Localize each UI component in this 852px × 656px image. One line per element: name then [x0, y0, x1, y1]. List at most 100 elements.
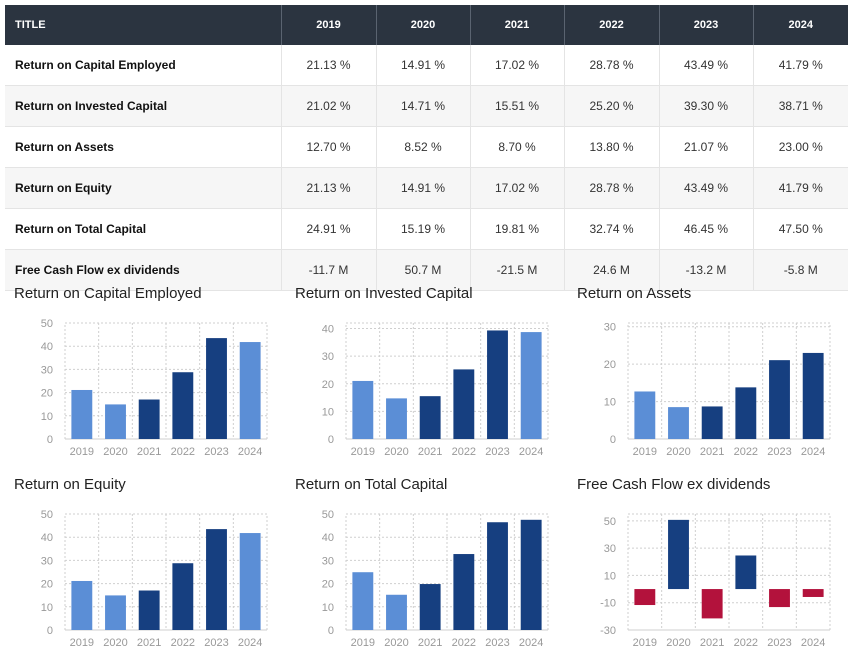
x-tick-label: 2022 — [734, 637, 758, 649]
y-tick-label: 30 — [41, 364, 53, 376]
table-cell: -5.8 M — [753, 249, 848, 291]
x-tick-label: 2021 — [418, 637, 442, 649]
chart-title: Return on Invested Capital — [295, 285, 473, 302]
chart-plot: 0 10 20 30 40 50 2019 2020 2021 2022 2023 2024 — [41, 509, 268, 649]
x-tick-label: 2023 — [767, 637, 791, 649]
table-cell: 38.71 % — [753, 85, 848, 127]
chart-title: Return on Equity — [14, 476, 126, 493]
column-header: 2022 — [564, 5, 660, 45]
table-cell: 12.70 % — [281, 126, 377, 168]
table-cell: -13.2 M — [659, 249, 754, 291]
column-header: 2019 — [281, 5, 377, 45]
x-tick-label: 2019 — [633, 446, 657, 458]
column-header: 2020 — [376, 5, 471, 45]
row-label: Return on Assets — [5, 126, 282, 168]
y-tick-label: 40 — [41, 341, 53, 353]
y-tick-label: 40 — [322, 324, 334, 336]
bar — [453, 554, 475, 630]
bar — [735, 387, 757, 439]
x-tick-label: 2022 — [171, 637, 195, 649]
table-cell: 17.02 % — [470, 45, 565, 86]
table-cell: 46.45 % — [659, 208, 754, 250]
y-tick-label: 30 — [41, 555, 53, 567]
bar — [634, 589, 656, 606]
column-header: 2023 — [659, 5, 754, 45]
chart-plot: -30 -10 10 30 50 2019 2020 2021 2022 2023 2024 — [600, 513, 831, 649]
row-label: Free Cash Flow ex dividends — [5, 249, 282, 291]
table-cell: -21.5 M — [470, 249, 565, 291]
row-label: Return on Equity — [5, 167, 282, 209]
bar — [71, 389, 93, 439]
table-cell: 25.20 % — [564, 85, 660, 127]
x-tick-label: 2022 — [452, 637, 476, 649]
x-tick-label: 2024 — [801, 446, 825, 458]
y-tick-label: 30 — [604, 543, 616, 555]
bar — [802, 352, 824, 439]
table-cell: 8.52 % — [376, 126, 471, 168]
bar — [206, 338, 227, 439]
bar — [138, 590, 160, 630]
y-tick-label: 50 — [604, 516, 616, 528]
x-tick-label: 2020 — [384, 637, 408, 649]
y-tick-label: 30 — [322, 555, 334, 567]
table-cell: 19.81 % — [470, 208, 565, 250]
bar — [105, 404, 126, 439]
x-tick-label: 2020 — [666, 637, 690, 649]
table-cell: 41.79 % — [753, 167, 848, 209]
x-tick-label: 2022 — [734, 446, 758, 458]
chart-plot: 0 10 20 30 40 50 2019 2020 2021 2022 2023 2024 — [322, 509, 549, 649]
table-cell: 50.7 M — [376, 249, 471, 291]
bar — [172, 372, 194, 439]
bar — [735, 555, 757, 590]
x-tick-label: 2020 — [384, 446, 408, 458]
bar — [172, 563, 194, 630]
x-tick-label: 2019 — [633, 637, 657, 649]
bar — [419, 584, 441, 630]
table-header-row: TITLE 2019 2020 2021 2022 2023 2024 — [5, 5, 848, 45]
bar — [701, 589, 723, 619]
bar — [352, 380, 374, 439]
bar — [206, 529, 227, 630]
table-cell: 21.13 % — [281, 167, 377, 209]
bar — [701, 406, 723, 439]
column-header: TITLE — [5, 5, 282, 45]
chart-return-on-invested-capital: Return on Invested Capital 0 10 20 30 40 2019… — [286, 285, 556, 465]
y-tick-label: 20 — [41, 388, 53, 400]
bar — [386, 594, 407, 630]
x-tick-label: 2022 — [171, 446, 195, 458]
x-tick-label: 2023 — [485, 637, 509, 649]
table-cell: 23.00 % — [753, 126, 848, 168]
x-tick-label: 2023 — [767, 446, 791, 458]
table-row: Free Cash Flow ex dividends -11.7 M 50.7… — [5, 249, 848, 291]
table-cell: 43.49 % — [659, 45, 754, 86]
bar — [668, 407, 689, 439]
table-row: Return on Total Capital 24.91 % 15.19 % … — [5, 208, 848, 250]
table-cell: 41.79 % — [753, 45, 848, 86]
y-tick-label: 50 — [322, 509, 334, 521]
x-tick-label: 2021 — [137, 637, 161, 649]
chart-free-cash-flow: Free Cash Flow ex dividends -30 -10 10 30 50… — [568, 476, 838, 656]
chart-title: Return on Total Capital — [295, 476, 448, 493]
x-tick-label: 2021 — [137, 446, 161, 458]
x-tick-label: 2019 — [351, 446, 375, 458]
column-header: 2024 — [753, 5, 848, 45]
x-tick-label: 2024 — [238, 446, 262, 458]
x-tick-label: 2021 — [700, 637, 724, 649]
y-tick-label: 10 — [322, 406, 334, 418]
table-cell: 14.91 % — [376, 167, 471, 209]
y-tick-label: 0 — [328, 434, 334, 446]
y-tick-label: 0 — [328, 625, 334, 637]
x-tick-label: 2021 — [700, 446, 724, 458]
x-tick-label: 2024 — [519, 446, 543, 458]
x-tick-label: 2020 — [103, 446, 127, 458]
column-header: 2021 — [470, 5, 565, 45]
bar — [105, 595, 126, 630]
bar — [386, 398, 407, 439]
table-row: Return on Equity 21.13 % 14.91 % 17.02 %… — [5, 167, 848, 209]
y-tick-label: 20 — [322, 379, 334, 391]
table-cell: 28.78 % — [564, 167, 660, 209]
y-tick-label: 10 — [41, 411, 53, 423]
bar — [453, 369, 475, 439]
table-cell: 8.70 % — [470, 126, 565, 168]
y-tick-label: 40 — [322, 532, 334, 544]
